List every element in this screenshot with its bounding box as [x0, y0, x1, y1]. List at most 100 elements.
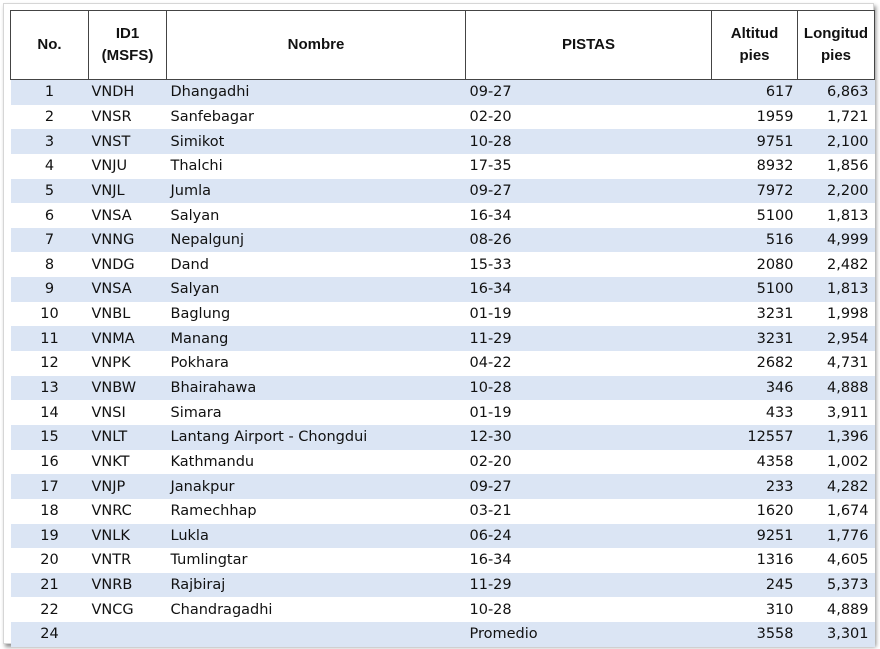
table-row: 5 VNJL Jumla 09-27 7972 2,200 — [10, 178, 875, 204]
row-number: 18 — [10, 498, 89, 524]
header-pistas: PISTAS — [465, 10, 712, 80]
table-row: 7 VNNG Nepalgunj 08-26 516 4,999 — [10, 227, 875, 253]
row-nombre: Manang — [166, 326, 466, 352]
row-altitud: 433 — [711, 400, 798, 425]
row-id1: VNSA — [88, 203, 167, 228]
table-row: 20 VNTR Tumlingtar 16-34 1316 4,605 — [10, 548, 875, 573]
row-nombre: Nepalgunj — [166, 227, 466, 253]
row-nombre: Simara — [166, 400, 466, 425]
row-altitud: 516 — [711, 227, 798, 253]
airports-table: No. ID1 (MSFS) Nombre PISTAS Altitud pies … — [10, 10, 875, 647]
row-longitud: 2,482 — [797, 252, 875, 278]
row-longitud: 1,674 — [797, 498, 875, 524]
row-id1: VNCG — [88, 597, 167, 623]
row-id1: VNRB — [88, 572, 167, 598]
row-number: 4 — [10, 153, 89, 179]
row-pistas: 04-22 — [465, 351, 712, 376]
row-pistas: Promedio — [465, 622, 712, 647]
row-id1: VNBW — [88, 375, 167, 401]
row-pistas: 08-26 — [465, 227, 712, 253]
row-nombre: Pokhara — [166, 351, 466, 376]
row-altitud: 4358 — [711, 449, 798, 475]
row-longitud: 1,998 — [797, 301, 875, 327]
header-nombre: Nombre — [166, 10, 466, 80]
row-id1: VNKT — [88, 449, 167, 475]
row-id1 — [88, 622, 167, 647]
row-number: 22 — [10, 597, 89, 623]
row-nombre: Dhangadhi — [166, 79, 466, 105]
row-nombre: Janakpur — [166, 474, 466, 499]
row-pistas: 06-24 — [465, 523, 712, 549]
row-pistas: 09-27 — [465, 178, 712, 204]
row-pistas: 11-29 — [465, 326, 712, 352]
row-pistas: 09-27 — [465, 474, 712, 499]
row-id1: VNBL — [88, 301, 167, 327]
row-nombre: Bhairahawa — [166, 375, 466, 401]
row-altitud: 3231 — [711, 326, 798, 352]
row-nombre: Lantang Airport - Chongdui — [166, 424, 466, 450]
row-pistas: 01-19 — [465, 301, 712, 327]
header-no: No. — [10, 10, 89, 80]
row-pistas: 02-20 — [465, 104, 712, 130]
row-number: 16 — [10, 449, 89, 475]
row-number: 9 — [10, 277, 89, 302]
table-image-frame: No. ID1 (MSFS) Nombre PISTAS Altitud pies … — [3, 3, 875, 647]
row-nombre: Sanfebagar — [166, 104, 466, 130]
row-id1: VNRC — [88, 498, 167, 524]
row-pistas: 01-19 — [465, 400, 712, 425]
row-altitud: 233 — [711, 474, 798, 499]
table-row: 11 VNMA Manang 11-29 3231 2,954 — [10, 326, 875, 352]
row-altitud: 2682 — [711, 351, 798, 376]
row-number: 11 — [10, 326, 89, 352]
table-row: 15 VNLT Lantang Airport - Chongdui 12-30 12… — [10, 424, 875, 450]
row-longitud: 1,813 — [797, 277, 875, 302]
row-altitud: 9751 — [711, 129, 798, 154]
row-altitud: 3558 — [711, 622, 798, 647]
row-number: 15 — [10, 424, 89, 450]
row-pistas: 11-29 — [465, 572, 712, 598]
row-id1: VNDG — [88, 252, 167, 278]
table-row: 14 VNSI Simara 01-19 433 3,911 — [10, 400, 875, 425]
row-longitud: 4,999 — [797, 227, 875, 253]
row-nombre: Chandragadhi — [166, 597, 466, 623]
row-longitud: 4,605 — [797, 548, 875, 573]
row-longitud: 5,373 — [797, 572, 875, 598]
row-nombre: Tumlingtar — [166, 548, 466, 573]
row-pistas: 10-28 — [465, 597, 712, 623]
row-nombre — [166, 622, 466, 647]
row-longitud: 2,200 — [797, 178, 875, 204]
row-nombre: Thalchi — [166, 153, 466, 179]
row-longitud: 1,776 — [797, 523, 875, 549]
row-number: 6 — [10, 203, 89, 228]
row-id1: VNLK — [88, 523, 167, 549]
row-altitud: 5100 — [711, 203, 798, 228]
row-number: 19 — [10, 523, 89, 549]
row-nombre: Ramechhap — [166, 498, 466, 524]
row-longitud: 2,954 — [797, 326, 875, 352]
row-altitud: 12557 — [711, 424, 798, 450]
row-id1: VNMA — [88, 326, 167, 352]
row-number: 13 — [10, 375, 89, 401]
row-longitud: 1,002 — [797, 449, 875, 475]
header-id1: ID1 (MSFS) — [88, 10, 167, 80]
row-pistas: 15-33 — [465, 252, 712, 278]
row-longitud: 2,100 — [797, 129, 875, 154]
row-pistas: 17-35 — [465, 153, 712, 179]
row-pistas: 16-34 — [465, 548, 712, 573]
row-longitud: 3,301 — [797, 622, 875, 647]
table-row: 9 VNSA Salyan 16-34 5100 1,813 — [10, 277, 875, 302]
row-longitud: 4,889 — [797, 597, 875, 623]
row-pistas: 03-21 — [465, 498, 712, 524]
row-nombre: Salyan — [166, 203, 466, 228]
row-number: 7 — [10, 227, 89, 253]
row-longitud: 4,888 — [797, 375, 875, 401]
row-pistas: 09-27 — [465, 79, 712, 105]
row-pistas: 16-34 — [465, 277, 712, 302]
row-number: 17 — [10, 474, 89, 499]
table-row: 17 VNJP Janakpur 09-27 233 4,282 — [10, 474, 875, 499]
table-row: 8 VNDG Dand 15-33 2080 2,482 — [10, 252, 875, 278]
table-row: 1 VNDH Dhangadhi 09-27 617 6,863 — [10, 79, 875, 105]
row-number: 1 — [10, 79, 89, 105]
row-longitud: 1,856 — [797, 153, 875, 179]
row-altitud: 9251 — [711, 523, 798, 549]
